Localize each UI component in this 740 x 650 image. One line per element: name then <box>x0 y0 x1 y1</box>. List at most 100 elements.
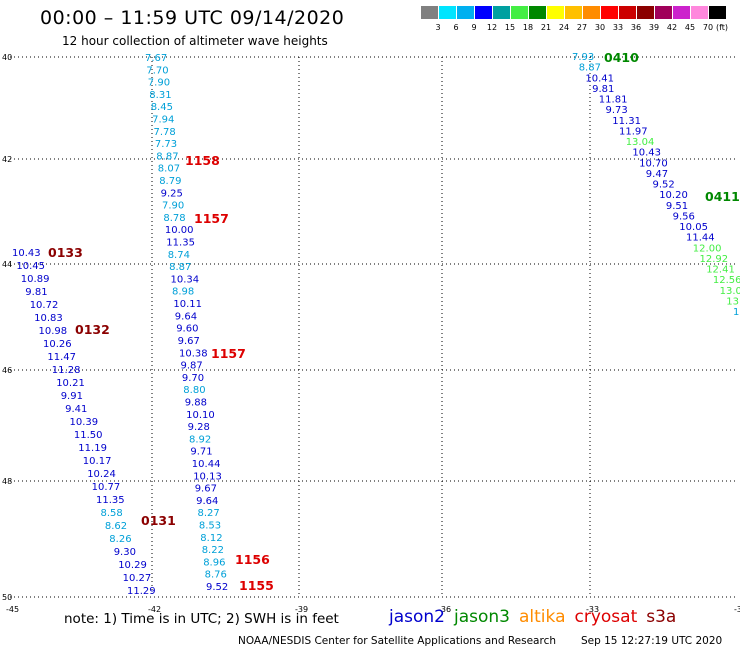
track-a-value: 8.98 <box>172 287 194 298</box>
track-a-value: 8.79 <box>159 176 181 187</box>
page-subtitle: 12 hour collection of altimeter wave hei… <box>62 34 328 48</box>
track-a-value: 9.25 <box>161 188 183 199</box>
latitude-tick: 40 <box>2 53 12 62</box>
longitude-tick: -33 <box>586 605 599 614</box>
track-a-value: 9.88 <box>185 398 207 409</box>
time-label: 1157 <box>194 211 229 226</box>
legend-swatch <box>619 6 636 19</box>
track-a-value: 10.38 <box>179 348 208 359</box>
track-c-value: 11.97 <box>619 126 648 137</box>
satellite-jason3: jason3 <box>454 607 510 627</box>
track-c-value: 9.47 <box>646 169 668 180</box>
track-a-value: 8.07 <box>158 164 180 175</box>
track-a-value: 9.71 <box>190 447 212 458</box>
track-a-value: 8.87 <box>156 151 178 162</box>
legend-label: 45 <box>684 23 696 32</box>
time-label: 1156 <box>235 552 270 567</box>
legend-label: 27 <box>576 23 588 32</box>
time-label: 0410 <box>604 50 639 65</box>
track-b-value: 8.58 <box>101 508 123 519</box>
legend-swatch <box>439 6 456 19</box>
track-a-value: 7.70 <box>146 65 168 76</box>
legend-label: 24 <box>558 23 570 32</box>
track-b-value: 10.26 <box>43 339 72 350</box>
legend-swatch <box>547 6 564 19</box>
legend-label: 12 <box>486 23 498 32</box>
footer-note: note: 1) Time is in UTC; 2) SWH is in fe… <box>64 611 339 627</box>
track-a-value: 9.28 <box>188 422 210 433</box>
track-b-value: 10.24 <box>87 469 116 480</box>
track-a-value: 8.80 <box>183 385 205 396</box>
track-b-value: 11.28 <box>52 365 81 376</box>
satellite-s3a: s3a <box>646 607 677 627</box>
track-b-value: 11.47 <box>47 352 76 363</box>
track-a-value: 9.67 <box>178 336 200 347</box>
track-c-value: 9.56 <box>673 211 695 222</box>
legend-swatch <box>511 6 528 19</box>
track-a-value: 8.76 <box>205 570 227 581</box>
track-a-value: 9.60 <box>176 324 198 335</box>
track-b-value: 9.81 <box>25 287 47 298</box>
track-a-value: 10.10 <box>186 410 215 421</box>
track-b-value: 9.91 <box>61 391 83 402</box>
legend-unit: (ft) <box>715 23 729 32</box>
track-a-value: 8.96 <box>203 557 225 568</box>
track-a-value: 10.00 <box>165 225 194 236</box>
longitude-tick: -45 <box>6 605 19 614</box>
track-a-value: 10.13 <box>193 471 222 482</box>
satellite-cryosat: cryosat <box>574 607 638 627</box>
generated-time: Sep 15 12:27:19 UTC 2020 <box>581 635 723 647</box>
track-a-value: 8.31 <box>149 90 171 101</box>
track-b-value: 11.35 <box>96 495 125 506</box>
track-a-value: 9.64 <box>196 496 218 507</box>
track-b-value: 10.21 <box>56 378 85 389</box>
track-c-value: 10.41 <box>585 73 614 84</box>
legend-swatch <box>529 6 546 19</box>
track-a-value: 8.74 <box>168 250 190 261</box>
latitude-tick: 46 <box>2 366 12 375</box>
track-a-value: 7.90 <box>162 201 184 212</box>
track-b-value: 10.27 <box>123 573 152 584</box>
track-c-value: 9.81 <box>592 84 614 95</box>
legend-label: 39 <box>648 23 660 32</box>
legend-swatch <box>655 6 672 19</box>
longitude-tick: -36 <box>438 605 451 614</box>
track-c-value: 7.93 <box>572 52 594 63</box>
track-a-value: 11.35 <box>166 238 195 249</box>
track-b-value: 10.83 <box>34 313 63 324</box>
track-a-value: 7.73 <box>155 139 177 150</box>
track-b-value: 10.77 <box>92 482 121 493</box>
track-b-value: 9.41 <box>65 404 87 415</box>
track-c-value: 13.04 <box>626 137 655 148</box>
satellite-legend: jason2 jason3 altika cryosat s3a <box>389 607 685 627</box>
time-label: 0411 <box>705 189 740 204</box>
track-b-value: 8.62 <box>105 521 127 532</box>
track-b-value: 11.50 <box>74 430 103 441</box>
legend-label: 21 <box>540 23 552 32</box>
time-label: 1155 <box>239 578 274 593</box>
latitude-tick: 50 <box>2 593 12 602</box>
legend-swatch <box>493 6 510 19</box>
track-b-value: 10.98 <box>39 326 68 337</box>
track-c-value: 13. <box>726 296 740 307</box>
page-title: 00:00 – 11:59 UTC 09/14/2020 <box>40 7 345 29</box>
legend-label: 30 <box>594 23 606 32</box>
track-b-value: 10.45 <box>16 261 45 272</box>
track-b-value: 8.26 <box>109 534 131 545</box>
track-c-value: 9.51 <box>666 201 688 212</box>
track-c-value: 10.43 <box>632 148 661 159</box>
legend-swatch <box>601 6 618 19</box>
track-a-value: 8.53 <box>199 521 221 532</box>
legend-swatch <box>475 6 492 19</box>
track-b-value: 10.89 <box>21 274 50 285</box>
legend-swatch <box>457 6 474 19</box>
time-label: 0132 <box>75 322 110 337</box>
legend-swatch <box>691 6 708 19</box>
track-c-value: 12.92 <box>700 254 729 265</box>
latitude-tick: 48 <box>2 477 12 486</box>
legend-swatch <box>421 6 438 19</box>
track-a-value: 7.67 <box>145 53 167 64</box>
track-a-value: 8.45 <box>151 102 173 113</box>
track-c-value: 12.56 <box>713 275 740 286</box>
